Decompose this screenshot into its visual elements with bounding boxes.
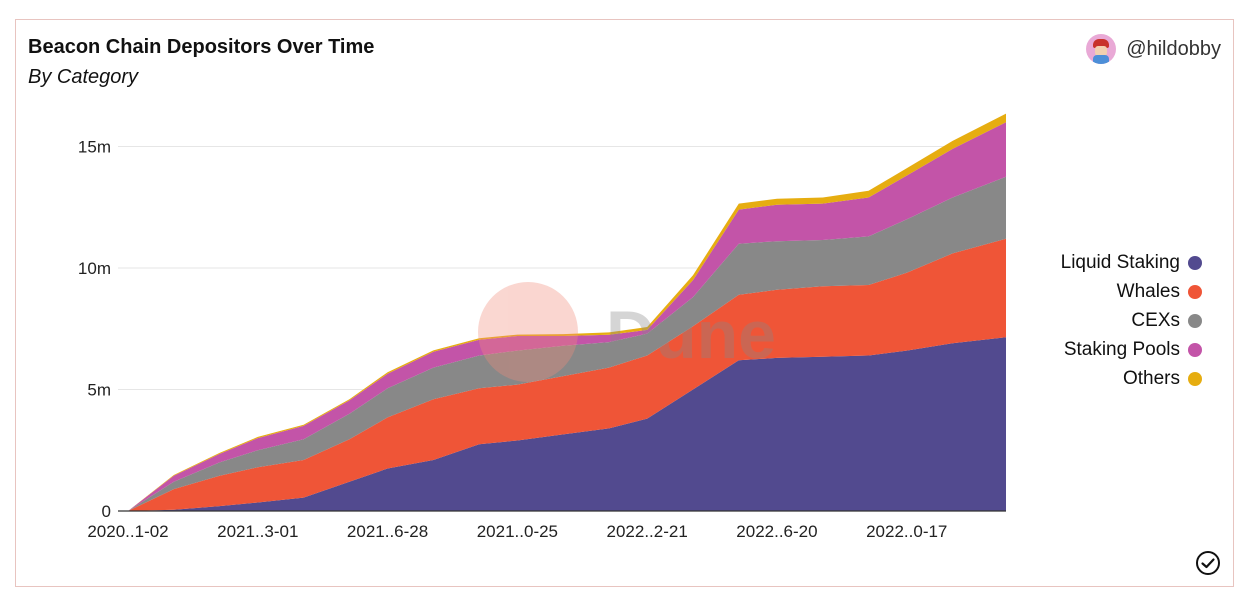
legend-dot [1188, 371, 1202, 386]
legend-label: Others [1122, 367, 1180, 389]
x-tick-label: 2020..1-02 [87, 522, 168, 541]
y-tick-label: 10m [78, 259, 111, 278]
legend-item-staking-pools[interactable]: Staking Pools [1061, 335, 1202, 364]
y-tick-label: 5m [87, 380, 111, 399]
check-circle-icon[interactable] [1195, 550, 1221, 576]
dune-watermark: Dune [478, 282, 776, 382]
area-whales[interactable] [128, 238, 1006, 512]
legend-label: Staking Pools [1063, 338, 1180, 360]
legend-dot [1188, 313, 1202, 328]
legend-item-liquid-staking[interactable]: Liquid Staking [1061, 248, 1202, 277]
legend-dot [1188, 255, 1202, 270]
x-tick-label: 2022..2-21 [607, 522, 688, 541]
area-staking-pools[interactable] [128, 122, 1006, 511]
legend: Liquid Staking Whales CEXs Staking Pools Oth… [1061, 248, 1202, 393]
avatar[interactable] [1086, 34, 1117, 64]
legend-label: Liquid Staking [1060, 251, 1180, 273]
author-name[interactable]: @hildobby [1126, 37, 1221, 60]
author-link[interactable]: @hildobby [1086, 34, 1221, 64]
legend-label: CEXs [1131, 309, 1180, 331]
chart-title: Beacon Chain Depositors Over Time [28, 36, 375, 58]
y-tick-label: 0 [102, 502, 111, 521]
chart-subtitle: By Category [28, 66, 139, 88]
area-liquid-staking[interactable] [128, 337, 1006, 511]
legend-item-cexs[interactable]: CEXs [1061, 306, 1202, 335]
legend-item-whales[interactable]: Whales [1061, 277, 1202, 306]
x-tick-label: 2021..3-01 [217, 522, 298, 541]
area-chart: 0 5m 10m 15m 2020..1-02 2021..3-01 2021..6-28 2… [78, 113, 1006, 541]
watermark-text: Dune [606, 297, 776, 373]
legend-dot [1188, 342, 1202, 357]
chart-card: Beacon Chain Depositors Over Time By Cat… [15, 19, 1234, 587]
legend-item-others[interactable]: Others [1061, 364, 1202, 393]
x-tick-label: 2022..0-17 [866, 522, 947, 541]
y-tick-label: 15m [78, 137, 111, 156]
area-cexs[interactable] [128, 176, 1006, 512]
legend-dot [1188, 284, 1202, 299]
x-tick-label: 2021..6-28 [347, 522, 428, 541]
x-tick-label: 2021..0-25 [477, 522, 558, 541]
legend-label: Whales [1116, 280, 1180, 302]
x-tick-label: 2022..6-20 [736, 522, 817, 541]
